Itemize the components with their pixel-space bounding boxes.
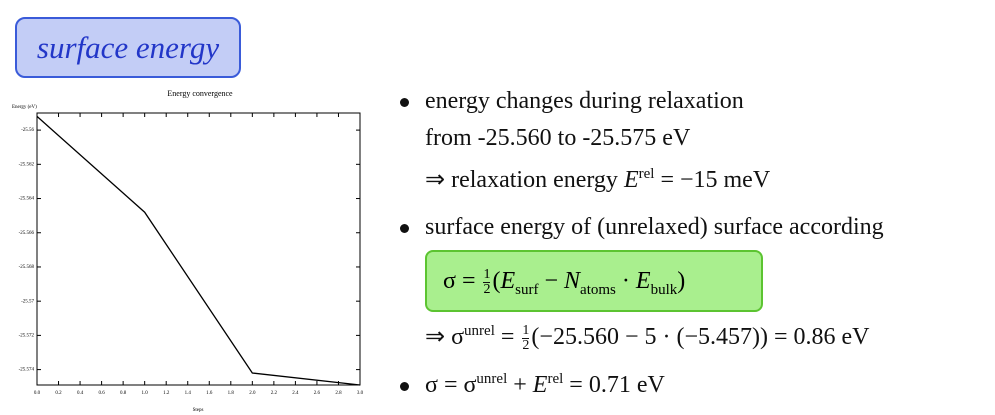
x-tick-label: 1.4: [185, 391, 192, 396]
text: +: [507, 372, 533, 398]
x-tick-label: 1.6: [206, 391, 213, 396]
text: ): [677, 268, 686, 294]
symbol: N: [564, 268, 581, 294]
x-tick-label: 2.6: [314, 391, 321, 396]
text: σ =: [443, 268, 482, 294]
y-tick-label: -25.57: [21, 299, 34, 304]
y-axis-label: Energy (eV): [12, 105, 37, 110]
text: (: [492, 268, 501, 294]
text: ⇒ relaxation energy: [425, 167, 624, 193]
x-tick-label: 2.8: [335, 391, 342, 396]
bullet-text: energy changes during relaxation: [425, 88, 744, 114]
data-line: [36, 115, 361, 386]
denominator: 2: [522, 337, 530, 353]
chart-title: Energy convergence: [167, 89, 233, 98]
x-tick-label: 0.2: [55, 391, 62, 396]
subscript: surf: [515, 281, 539, 298]
x-tick-label: 0.8: [120, 391, 127, 396]
text: −: [538, 268, 565, 294]
text: ·: [615, 268, 636, 294]
bullet-text: from -25.560 to -25.575 eV: [425, 125, 691, 151]
superscript: unrel: [476, 371, 508, 387]
symbol: E: [500, 268, 516, 294]
y-tick-label: -25.566: [19, 231, 35, 236]
text: (−25.560 − 5 · (−5.457)) = 0.86 eV: [531, 324, 870, 350]
symbol: E: [635, 268, 651, 294]
superscript: rel: [638, 166, 655, 182]
symbol: E: [532, 372, 548, 398]
superscript: unrel: [464, 323, 495, 339]
formula-box: σ = 1 2 (Esurf − Natoms · Ebulk): [425, 250, 763, 312]
y-tick-label: -25.562: [19, 162, 35, 167]
bullet: [400, 224, 409, 233]
x-tick-label: 2.4: [292, 391, 299, 396]
text: =: [494, 324, 521, 350]
chart: Energy convergence Energy (eV) Steps -25…: [12, 89, 364, 413]
result-line: ⇒ σunrel = 1 2 (−25.560 − 5 · (−5.457)) = …: [425, 322, 870, 353]
y-tick-label: -25.574: [19, 368, 35, 373]
bullet-text: surface energy of (unrelaxed) surface ac…: [425, 214, 884, 240]
plot-frame: [36, 112, 361, 386]
x-tick-label: 2.0: [249, 391, 256, 396]
numerator: 1: [483, 266, 491, 283]
x-tick-label: 1.2: [163, 391, 170, 396]
text: σ = σ: [425, 372, 477, 398]
x-tick-label: 0.6: [98, 391, 105, 396]
text: ⇒ σ: [425, 324, 465, 350]
bullet: [400, 98, 409, 107]
bullet-text: σ = σunrel + Erel = 0.71 eV: [425, 371, 665, 399]
slide-title: surface energy: [15, 17, 241, 78]
subscript: atoms: [580, 281, 616, 298]
x-tick-label: 1.8: [228, 391, 235, 396]
denominator: 2: [483, 281, 491, 297]
x-tick-label: 1.0: [142, 391, 149, 396]
result-line: ⇒ relaxation energy Erel = −15 meV: [425, 165, 770, 194]
y-tick-label: -25.564: [19, 197, 35, 202]
x-tick-label: 2.2: [271, 391, 278, 396]
y-tick-label: -25.572: [19, 334, 35, 339]
subscript: bulk: [650, 281, 678, 298]
text: = 0.71 eV: [563, 372, 665, 398]
x-tick-label: 0.4: [77, 391, 84, 396]
superscript: rel: [547, 371, 564, 387]
x-tick-label: 3.0: [357, 391, 364, 396]
x-axis-label: Steps: [193, 408, 204, 413]
symbol: E: [623, 167, 639, 193]
numerator: 1: [522, 322, 530, 339]
x-tick-label: 0.0: [34, 391, 41, 396]
y-tick-label: -25.568: [19, 265, 35, 270]
y-tick-label: -25.56: [21, 128, 34, 133]
text: = −15 meV: [654, 167, 771, 193]
bullet: [400, 382, 409, 391]
